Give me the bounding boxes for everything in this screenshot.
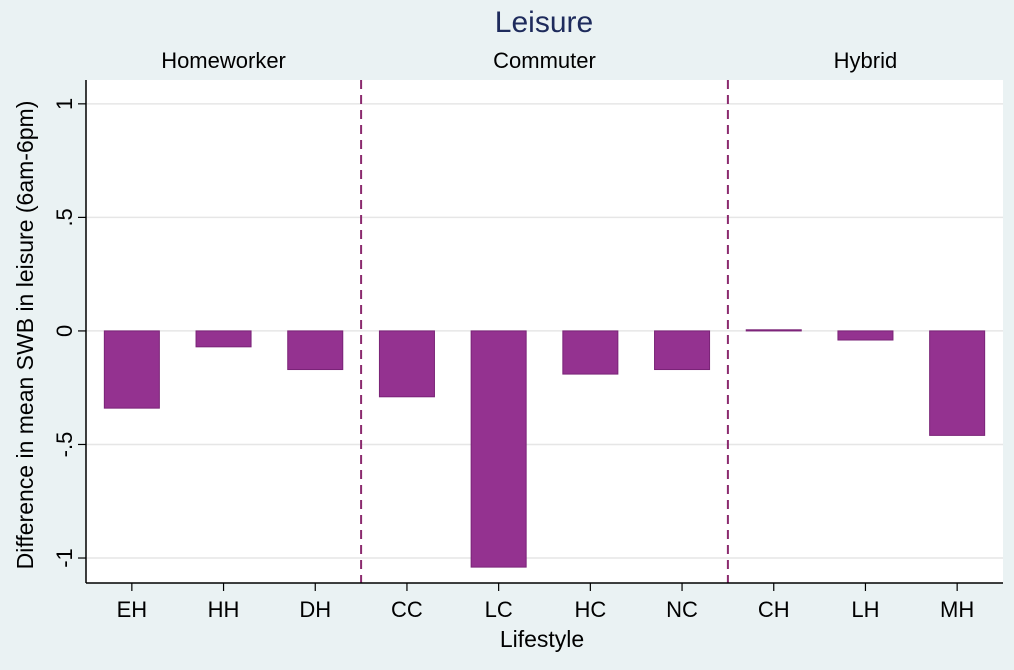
x-tick-label: CH <box>758 597 790 622</box>
y-tick-label: -.5 <box>52 432 77 458</box>
x-tick-label: HC <box>574 597 606 622</box>
x-tick-label: MH <box>940 597 974 622</box>
y-tick-label: .5 <box>52 208 77 226</box>
bar <box>562 330 619 375</box>
x-tick-label: HH <box>208 597 240 622</box>
bar <box>654 330 711 371</box>
bar <box>470 330 527 568</box>
y-tick-label: 0 <box>52 325 77 337</box>
bar <box>103 330 160 409</box>
x-tick-label: LH <box>851 597 879 622</box>
y-tick-label: 1 <box>52 98 77 110</box>
x-tick-label: CC <box>391 597 423 622</box>
bar <box>929 330 986 436</box>
x-tick-label: DH <box>299 597 331 622</box>
bar <box>378 330 435 398</box>
bar <box>837 330 894 341</box>
x-axis-label: Lifestyle <box>500 626 584 652</box>
bar <box>287 330 344 371</box>
x-tick-label: NC <box>666 597 698 622</box>
group-label: Homeworker <box>161 48 286 73</box>
bar <box>745 329 802 332</box>
y-axis-label: Difference in mean SWB in leisure (6am-6… <box>12 101 38 570</box>
group-label: Commuter <box>493 48 596 73</box>
group-label: Hybrid <box>834 48 898 73</box>
bar <box>195 330 252 348</box>
x-tick-label: LC <box>485 597 513 622</box>
chart-title: Leisure <box>495 6 593 39</box>
x-tick-label: EH <box>117 597 148 622</box>
y-tick-label: -1 <box>52 548 77 568</box>
